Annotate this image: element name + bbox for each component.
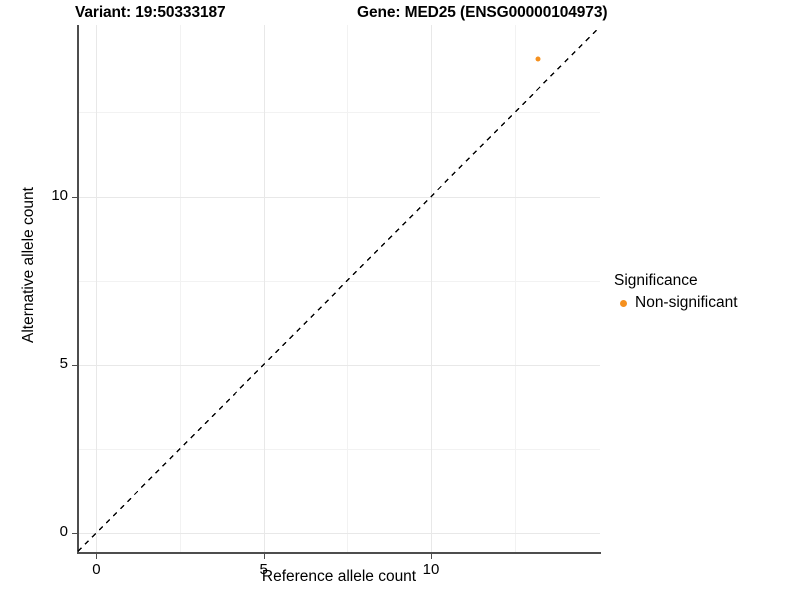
y-tick-label: 0	[59, 522, 68, 540]
plot-panel	[78, 25, 600, 553]
legend-item-label: Non-significant	[635, 294, 738, 311]
x-tick-mark	[96, 554, 98, 559]
y-tick-mark	[72, 532, 77, 534]
legend: Significance Non-significant	[614, 272, 738, 313]
gridline-vertical-minor	[514, 25, 516, 553]
gridline-vertical-major	[431, 25, 432, 553]
gridline-vertical-major	[96, 25, 98, 553]
y-tick-mark	[72, 364, 77, 366]
x-tick-label: 5	[259, 561, 268, 578]
gridline-horizontal-minor	[78, 112, 600, 114]
x-axis-label: Reference allele count	[261, 568, 417, 585]
x-axis-line	[78, 552, 601, 554]
y-tick-label: 10	[51, 186, 68, 204]
gridline-horizontal-major	[78, 196, 600, 198]
gene-title: Gene: MED25 (ENSG00000104973)	[357, 4, 608, 21]
x-tick-mark	[431, 554, 432, 559]
legend-items: Non-significant	[614, 293, 738, 313]
y-tick-mark	[72, 196, 77, 198]
x-tick-mark	[263, 554, 265, 559]
gridline-horizontal-minor	[78, 448, 600, 450]
data-point	[535, 56, 541, 62]
y-tick-label: 5	[59, 354, 68, 372]
x-tick-label: 10	[422, 561, 440, 578]
gridline-vertical-major	[263, 25, 265, 553]
legend-item[interactable]: Non-significant	[614, 293, 738, 313]
x-tick-label: 0	[92, 561, 101, 578]
variant-title: Variant: 19:50333187	[75, 4, 226, 21]
gridline-horizontal-major	[78, 532, 600, 534]
legend-title: Significance	[614, 272, 698, 289]
gridline-vertical-minor	[347, 25, 349, 553]
gridline-horizontal-major	[78, 364, 600, 366]
y-axis-label: Alternative allele count	[20, 187, 37, 343]
legend-dot-icon	[614, 294, 633, 313]
gridline-horizontal-minor	[78, 280, 600, 282]
y-axis-line	[77, 25, 79, 554]
gridline-vertical-minor	[180, 25, 182, 553]
